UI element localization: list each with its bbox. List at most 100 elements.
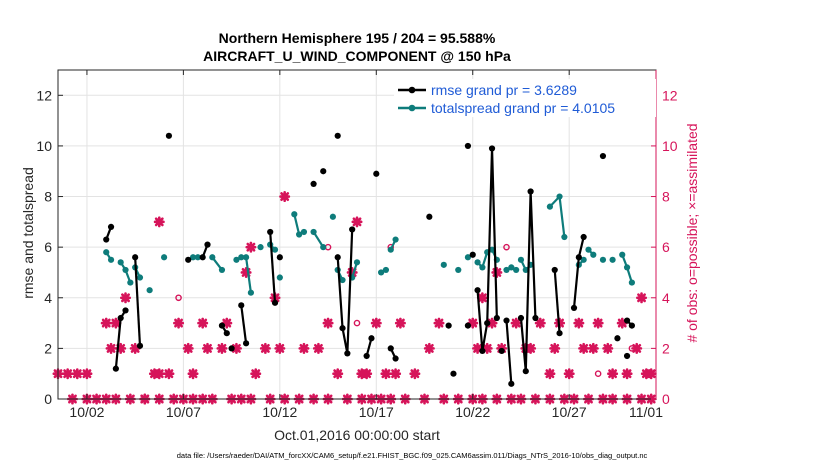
x-axis-label: Oct.01,2016 00:00:00 start (274, 427, 440, 443)
rmse-point (204, 241, 211, 248)
obs-assimilated-glyph (129, 342, 141, 354)
obs-assimilated-glyph (607, 368, 619, 380)
obs-assimilated-glyph (312, 342, 324, 354)
obs-assimilated-glyph (322, 317, 334, 329)
obs-assimilated-marker (187, 368, 199, 380)
obs-assimilated-marker (491, 266, 503, 278)
obs-assimilated-marker (173, 317, 185, 329)
totalspread-point (503, 266, 510, 274)
obs-assimilated-marker (312, 342, 324, 354)
obs-assimilated-glyph (380, 368, 392, 380)
totalspread-point (194, 254, 201, 261)
obs-assimilated-glyph (173, 317, 185, 329)
rmse-point (551, 266, 558, 274)
obs-assimilated-marker (592, 317, 604, 329)
obs-assimilated-glyph (525, 342, 537, 354)
obs-assimilated-glyph (110, 317, 122, 329)
obs-assimilated-marker (573, 317, 585, 329)
obs-assimilated-marker (197, 317, 209, 329)
obs-possible-marker (175, 294, 182, 302)
obs-assimilated-glyph (534, 317, 546, 329)
obs-assimilated-marker (182, 342, 194, 354)
obs-assimilated-marker (361, 368, 373, 380)
obs-assimilated-glyph (409, 368, 421, 380)
obs-assimilated-marker (71, 368, 83, 380)
totalspread-point (455, 266, 462, 274)
rmse-point (368, 335, 375, 342)
totalspread-point (329, 213, 336, 220)
obs-assimilated-marker (240, 266, 252, 278)
rmse-point (623, 317, 631, 324)
obs-assimilated-marker (616, 317, 628, 329)
totalspread-point (561, 233, 568, 241)
obs-assimilated-glyph (120, 292, 132, 304)
totalspread-point (609, 256, 616, 263)
rmse-point (464, 322, 472, 329)
rmse-line-segment (553, 269, 561, 334)
obs-assimilated-marker (645, 368, 657, 380)
obs-assimilated-glyph (549, 342, 561, 354)
rmse-point (185, 256, 192, 263)
rmse-line-segment (336, 229, 354, 354)
y-tick-label-right: 10 (662, 138, 678, 154)
x-tick-label: 10/27 (552, 404, 587, 420)
obs-assimilated-marker (298, 342, 310, 354)
rmse-point (469, 251, 476, 258)
obs-assimilated-glyph (298, 342, 310, 354)
rmse-point (373, 170, 380, 177)
totalspread-point (291, 211, 298, 218)
rmse-point (320, 168, 327, 175)
obs-assimilated-marker (370, 317, 382, 329)
obs-assimilated-glyph (602, 342, 614, 354)
obs-assimilated-glyph (245, 241, 257, 253)
obs-assimilated-glyph (394, 317, 406, 329)
obs-assimilated-glyph (592, 317, 604, 329)
obs-assimilated-marker (100, 317, 112, 329)
obs-assimilated-marker (544, 368, 556, 380)
x-tick-label: 10/17 (359, 404, 394, 420)
rmse-point (228, 345, 235, 352)
obs-assimilated-marker (549, 342, 561, 354)
totalspread-point (479, 264, 486, 271)
totalspread-point (513, 266, 520, 274)
obs-assimilated-glyph (71, 368, 83, 380)
obs-assimilated-marker (563, 368, 575, 380)
obs-assimilated-marker (81, 368, 93, 380)
rmse-point (450, 370, 457, 377)
obs-assimilated-marker (62, 368, 74, 380)
totalspread-point (392, 236, 399, 243)
obs-assimilated-glyph (240, 266, 252, 278)
rmse-line-segment (269, 231, 277, 303)
totalspread-line-segment (244, 257, 252, 293)
rmse-point (532, 314, 539, 322)
rmse-line-segment (572, 236, 585, 308)
obs-assimilated-marker (259, 342, 271, 354)
totalspread-point (619, 251, 626, 258)
totalspread-point (310, 228, 317, 236)
rmse-point (614, 335, 621, 342)
totalspread-point (209, 254, 216, 261)
y-tick-label-left: 2 (44, 340, 52, 356)
obs-assimilated-marker (163, 368, 175, 380)
rmse-point (267, 228, 274, 236)
rmse-point (199, 254, 206, 261)
totalspread-point (242, 254, 250, 261)
obs-assimilated-glyph (544, 368, 556, 380)
obs-assimilated-marker (245, 241, 257, 253)
obs-assimilated-glyph (346, 266, 358, 278)
rmse-point (344, 350, 351, 357)
rmse-line-segment (505, 320, 513, 384)
rmse-line-segment (519, 191, 537, 372)
rmse-point (503, 317, 510, 324)
rmse-line-segment (134, 257, 142, 346)
totalspread-point (585, 246, 592, 253)
rmse-point (339, 325, 346, 332)
obs-assimilated-glyph (587, 342, 599, 354)
obs-assimilated-marker (621, 368, 633, 380)
rmse-point (276, 254, 283, 261)
obs-assimilated-glyph (472, 342, 484, 354)
rmse-point (132, 254, 139, 261)
totalspread-point (508, 264, 515, 271)
totalspread-point (522, 266, 529, 274)
